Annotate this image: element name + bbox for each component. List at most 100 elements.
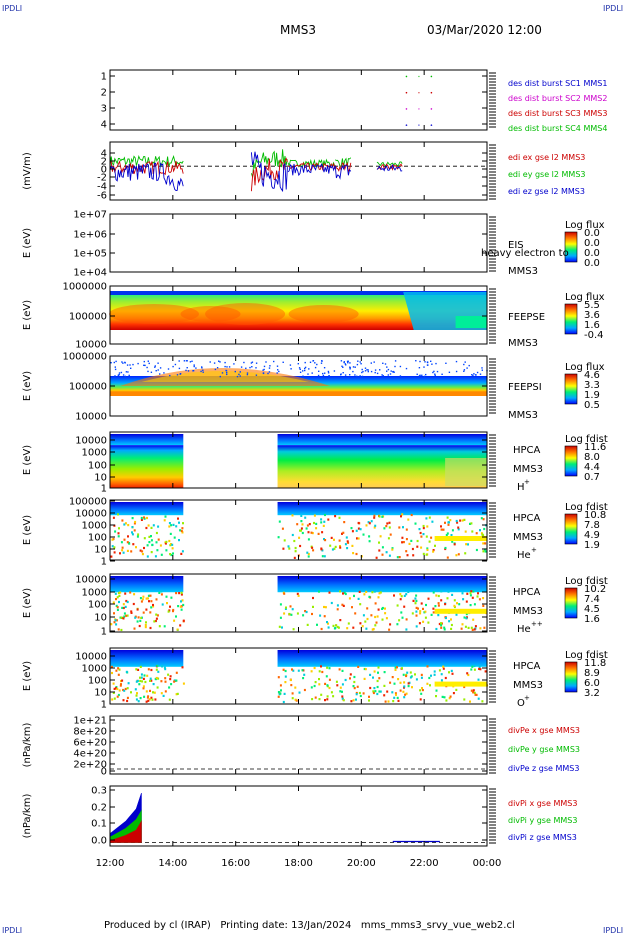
hpca-pixel xyxy=(323,555,326,558)
hpca-pixel xyxy=(336,625,339,629)
hpca-pixel xyxy=(145,608,148,611)
hpca-pixel xyxy=(139,619,142,622)
hpca-pixel xyxy=(306,551,309,554)
hpca-pixel xyxy=(461,623,464,626)
spacecraft-label: MMS3 xyxy=(513,680,543,691)
hpca-pixel xyxy=(426,548,429,551)
feepsi-noise-pixel xyxy=(418,367,421,369)
hpca-pixel xyxy=(122,699,125,702)
hpca-pixel xyxy=(420,546,423,549)
hpca-pixel xyxy=(330,601,333,605)
hpca-pixel xyxy=(378,541,380,544)
hpca-pixel xyxy=(179,605,182,608)
feepsi-noise-pixel xyxy=(399,365,402,368)
hpca-pixel xyxy=(455,613,458,616)
hpca-pixel xyxy=(372,690,375,693)
hpca-pixel xyxy=(342,604,345,607)
hpca-pixel xyxy=(333,627,336,630)
hpca-pixel xyxy=(440,622,442,625)
hpca-pixel xyxy=(282,668,285,671)
y-tick-label: 10 xyxy=(94,545,107,556)
hpca-pixel xyxy=(395,693,397,696)
hpca-pixel xyxy=(172,523,175,526)
species-charge: ++ xyxy=(531,620,543,628)
hpca-pixel xyxy=(388,628,391,631)
hpca-pixel xyxy=(147,699,150,702)
hpca-pixel xyxy=(391,676,394,679)
hpca-pixel xyxy=(403,685,406,688)
hpca-pixel xyxy=(326,666,329,669)
hpca-pixel xyxy=(471,596,474,599)
hpca-pixel xyxy=(407,682,410,685)
hpca-pixel xyxy=(155,617,158,620)
feepsi-noise-pixel xyxy=(349,374,351,376)
hpca-pixel xyxy=(326,621,328,624)
hpca-pixel xyxy=(385,525,388,528)
hpca-pixel xyxy=(375,621,378,624)
hpca-pixel xyxy=(289,678,292,682)
hpca-pixel xyxy=(373,514,376,517)
feepsi-noise-pixel xyxy=(342,372,344,374)
e-field-trace xyxy=(109,154,184,169)
hpca-pixel xyxy=(145,597,148,600)
hpca-pixel xyxy=(368,522,371,525)
hpca-pixel xyxy=(384,612,387,615)
feepsi-noise-pixel xyxy=(367,370,369,373)
hpca-pixel xyxy=(317,532,320,535)
hpca-pixel xyxy=(411,686,413,689)
hpca-pixel xyxy=(169,675,172,678)
hpca-pixel xyxy=(402,526,404,529)
hpca-pixel xyxy=(463,616,466,619)
hpca-pixel xyxy=(383,684,386,687)
hpca-pixel xyxy=(279,684,282,687)
hpca-pixel xyxy=(133,522,136,525)
hpca-pixel xyxy=(412,554,415,557)
hpca-pixel xyxy=(349,673,352,676)
hpca-pixel xyxy=(420,673,423,676)
hpca-pixel xyxy=(112,601,115,604)
hpca-pixel xyxy=(113,524,116,527)
hpca-pixel xyxy=(398,556,401,559)
hpca-pixel xyxy=(444,603,447,606)
feepsi-noise-pixel xyxy=(415,360,417,362)
hpca-pixel xyxy=(294,686,297,689)
hpca-pixel xyxy=(311,612,313,616)
hpca-pixel xyxy=(291,608,294,611)
hpca-pixel xyxy=(409,671,412,674)
hpca-pixel xyxy=(126,696,129,699)
feepsi-noise-pixel xyxy=(110,362,112,364)
feepsi-noise-pixel xyxy=(441,373,443,375)
hpca-pixel xyxy=(464,552,467,555)
hpca-pixel xyxy=(427,621,430,624)
colorbar xyxy=(564,303,578,335)
feepsi-noise-pixel xyxy=(246,373,249,376)
y-tick-label: 100000 xyxy=(69,312,107,323)
hpca-pixel xyxy=(451,672,454,675)
hpca-pixel xyxy=(347,622,350,625)
hpca-pixel xyxy=(318,590,320,593)
feepsi-noise-pixel xyxy=(361,368,363,371)
hpca-pixel xyxy=(451,593,454,596)
hpca-pixel xyxy=(470,626,473,629)
hpca-pixel xyxy=(305,610,308,614)
instrument-label: HPCA xyxy=(513,513,541,524)
hpca-pixel xyxy=(354,612,357,615)
hpca-pixel xyxy=(135,668,138,671)
hpca-pixel xyxy=(132,543,135,546)
feepsi-noise-pixel xyxy=(129,364,131,366)
hpca-pixel xyxy=(366,617,369,621)
hpca-pixel xyxy=(150,606,153,609)
hpca-pixel xyxy=(394,692,397,695)
hpca-pixel xyxy=(373,590,376,593)
colorbar xyxy=(564,231,578,263)
hpca-pixel xyxy=(155,541,158,544)
feepsi-noise-pixel xyxy=(424,361,426,363)
hpca-pixel xyxy=(148,541,151,544)
hpca-pixel xyxy=(124,605,127,608)
hpca-pixel xyxy=(283,592,286,595)
hpca-pixel xyxy=(140,616,143,619)
hpca-pixel xyxy=(327,626,330,629)
hpca-pixel xyxy=(425,553,428,556)
hpca-pixel xyxy=(147,524,150,527)
